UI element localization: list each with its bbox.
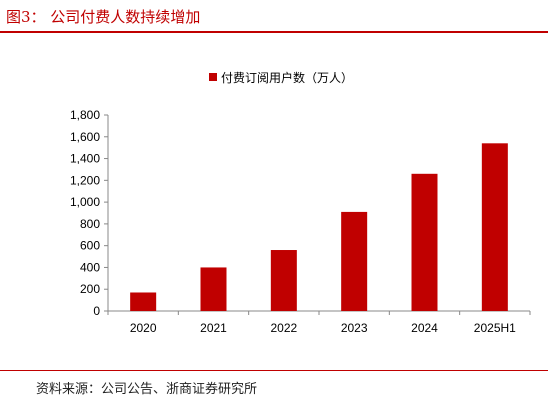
bar bbox=[200, 267, 227, 311]
bar bbox=[341, 211, 368, 311]
y-tick-label: 1,000 bbox=[70, 195, 100, 209]
bar bbox=[270, 250, 297, 311]
x-tick-label: 2024 bbox=[411, 321, 438, 335]
bar bbox=[481, 143, 508, 311]
y-tick-label: 1,600 bbox=[70, 130, 100, 144]
figure-title: 图3： 公司付费人数持续增加 bbox=[6, 8, 201, 26]
legend-swatch bbox=[209, 73, 217, 81]
y-tick-label: 0 bbox=[93, 304, 100, 318]
y-tick-label: 1,200 bbox=[70, 173, 100, 187]
x-tick-label: 2021 bbox=[200, 321, 227, 335]
x-tick-label: 2023 bbox=[341, 321, 368, 335]
y-tick-label: 600 bbox=[80, 239, 100, 253]
bar bbox=[130, 292, 157, 311]
x-tick-label: 2025H1 bbox=[474, 321, 516, 335]
y-tick-label: 400 bbox=[80, 260, 100, 274]
y-tick-label: 1,400 bbox=[70, 152, 100, 166]
y-tick-label: 200 bbox=[80, 282, 100, 296]
y-tick-label: 800 bbox=[80, 217, 100, 231]
title-divider bbox=[0, 31, 548, 33]
source-divider bbox=[0, 370, 548, 371]
legend-label: 付费订阅用户数（万人） bbox=[221, 70, 353, 85]
y-tick-label: 1,800 bbox=[70, 108, 100, 122]
x-tick-label: 2020 bbox=[130, 321, 157, 335]
bar-chart: 付费订阅用户数（万人） 0 200 400 600 800 1,000 1,200 1,400 1… bbox=[70, 70, 531, 335]
bar bbox=[411, 173, 438, 311]
x-tick-label: 2022 bbox=[270, 321, 297, 335]
source-note: 资料来源：公司公告、浙商证券研究所 bbox=[36, 382, 258, 397]
